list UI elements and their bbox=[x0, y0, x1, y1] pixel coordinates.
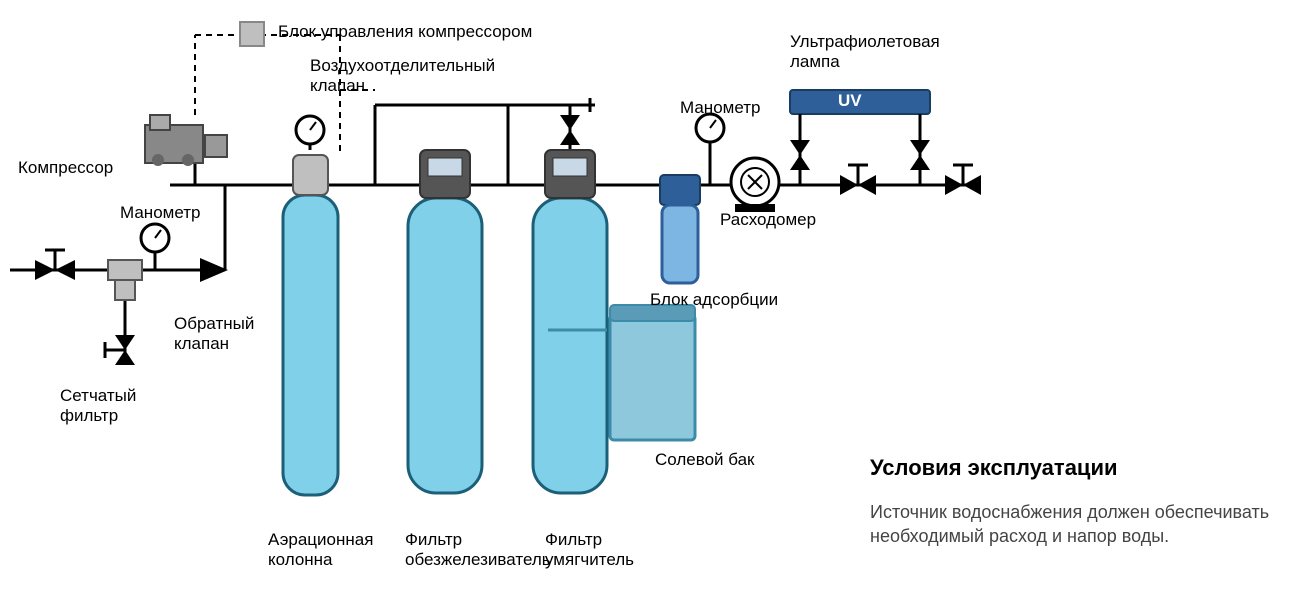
aeration-label-1: Аэрационная bbox=[268, 530, 373, 550]
check-valve-label-2: клапан bbox=[174, 334, 229, 354]
adsorb-block bbox=[660, 175, 700, 283]
conditions-body: Источник водоснабжения должен обеспечива… bbox=[870, 500, 1270, 549]
soften-label-1: Фильтр bbox=[545, 530, 602, 550]
valve-outlet bbox=[945, 165, 981, 195]
deiron-label-2: обезжелезиватель bbox=[405, 550, 551, 570]
conditions-heading: Условия эксплуатации bbox=[870, 455, 1118, 481]
deiron-label-1: Фильтр bbox=[405, 530, 462, 550]
salt-tank-label: Солевой бак bbox=[655, 450, 755, 470]
aeration-tank bbox=[283, 155, 338, 495]
compressor-label: Компрессор bbox=[18, 158, 113, 178]
valve-inlet bbox=[35, 250, 75, 280]
uv-label-1: Ультрафиолетовая bbox=[790, 32, 940, 52]
deiron-tank bbox=[408, 150, 482, 493]
flowmeter-icon bbox=[731, 158, 779, 212]
adsorb-label: Блок адсорбции bbox=[650, 290, 778, 310]
mesh-filter-icon bbox=[108, 260, 142, 300]
manometer2-label: Манометр bbox=[680, 98, 760, 118]
compressor-icon bbox=[145, 115, 227, 166]
air-valve-label-2: клапан bbox=[310, 76, 365, 96]
mesh-filter-label-2: фильтр bbox=[60, 406, 118, 426]
mesh-filter-label-1: Сетчатый bbox=[60, 386, 136, 406]
valve-uv-right bbox=[910, 140, 930, 170]
manometer-label: Манометр bbox=[120, 203, 200, 223]
soften-label-2: умягчитель bbox=[545, 550, 634, 570]
manometer-1 bbox=[141, 224, 169, 270]
valve-mid bbox=[840, 165, 876, 195]
manometer-2 bbox=[296, 116, 324, 144]
uv-label-2: лампа bbox=[790, 52, 840, 72]
aeration-label-2: колонна bbox=[268, 550, 333, 570]
uv-badge-text: UV bbox=[838, 91, 862, 111]
flowmeter-label: Расходомер bbox=[720, 210, 816, 230]
comp-block-label: Блок управления компрессором bbox=[278, 22, 532, 42]
soften-tank bbox=[533, 150, 607, 493]
comp-block-icon bbox=[240, 22, 264, 46]
air-valve-label-1: Воздухоотделительный bbox=[310, 56, 495, 76]
valve-uv-left bbox=[790, 140, 810, 170]
check-valve-label-1: Обратный bbox=[174, 314, 254, 334]
valve-drain bbox=[105, 335, 135, 365]
